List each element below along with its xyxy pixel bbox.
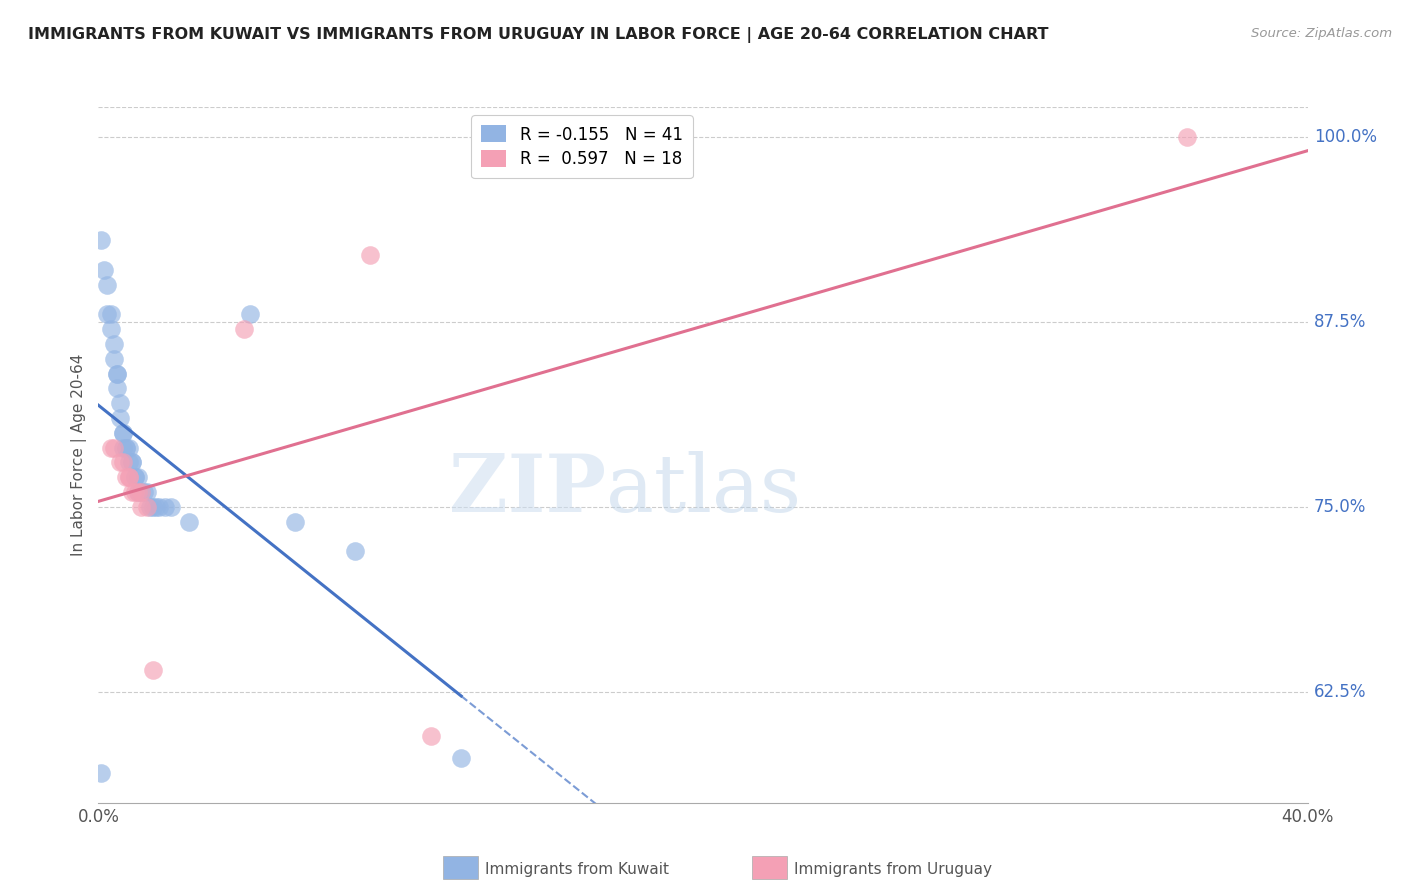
Point	[114, 470, 136, 484]
Point	[135, 484, 157, 499]
Point	[111, 425, 134, 440]
Point	[103, 337, 125, 351]
Point	[142, 663, 165, 677]
Point	[105, 367, 128, 381]
Text: 75.0%: 75.0%	[1313, 498, 1367, 516]
Point	[284, 515, 307, 529]
Text: Immigrants from Kuwait: Immigrants from Kuwait	[485, 863, 669, 877]
Point	[103, 441, 125, 455]
Text: Source: ZipAtlas.com: Source: ZipAtlas.com	[1251, 27, 1392, 40]
Point	[118, 455, 141, 469]
Point	[239, 307, 262, 321]
Text: ZIP: ZIP	[450, 450, 606, 529]
Point	[450, 751, 472, 765]
Point	[118, 470, 141, 484]
Point	[124, 484, 146, 499]
Point	[93, 263, 115, 277]
Point	[148, 500, 170, 514]
Point	[127, 484, 149, 499]
Point	[177, 515, 201, 529]
Text: atlas: atlas	[606, 450, 801, 529]
Point	[105, 381, 128, 395]
Point	[121, 484, 143, 499]
Point	[90, 766, 112, 780]
Text: IMMIGRANTS FROM KUWAIT VS IMMIGRANTS FROM URUGUAY IN LABOR FORCE | AGE 20-64 COR: IMMIGRANTS FROM KUWAIT VS IMMIGRANTS FRO…	[28, 27, 1049, 43]
Text: Immigrants from Uruguay: Immigrants from Uruguay	[794, 863, 993, 877]
Point	[145, 500, 167, 514]
Point	[103, 351, 125, 366]
Point	[121, 455, 143, 469]
Point	[111, 441, 134, 455]
Point	[100, 322, 122, 336]
Point	[135, 500, 157, 514]
Point	[111, 455, 134, 469]
Point	[129, 484, 152, 499]
Point	[114, 441, 136, 455]
Text: 100.0%: 100.0%	[1313, 128, 1376, 145]
Point	[114, 441, 136, 455]
Point	[108, 411, 131, 425]
Point	[100, 307, 122, 321]
Point	[142, 500, 165, 514]
Point	[419, 729, 441, 743]
Point	[105, 367, 128, 381]
Legend: R = -0.155   N = 41, R =  0.597   N = 18: R = -0.155 N = 41, R = 0.597 N = 18	[471, 115, 693, 178]
Point	[132, 484, 155, 499]
Text: 87.5%: 87.5%	[1313, 313, 1367, 331]
Y-axis label: In Labor Force | Age 20-64: In Labor Force | Age 20-64	[72, 354, 87, 556]
Point	[153, 500, 176, 514]
Point	[96, 277, 118, 292]
Point	[127, 470, 149, 484]
Point	[90, 233, 112, 247]
Point	[96, 307, 118, 321]
Point	[160, 500, 183, 514]
Point	[360, 248, 382, 262]
Point	[124, 470, 146, 484]
Text: 62.5%: 62.5%	[1313, 682, 1367, 701]
Point	[108, 396, 131, 410]
Point	[100, 441, 122, 455]
Point	[127, 484, 149, 499]
Point	[129, 500, 152, 514]
Point	[108, 455, 131, 469]
Point	[344, 544, 367, 558]
Point	[124, 470, 146, 484]
Point	[139, 500, 162, 514]
Point	[121, 455, 143, 469]
Point	[111, 425, 134, 440]
Point	[1175, 129, 1198, 144]
Point	[129, 484, 152, 499]
Point	[118, 441, 141, 455]
Point	[118, 470, 141, 484]
Point	[232, 322, 254, 336]
